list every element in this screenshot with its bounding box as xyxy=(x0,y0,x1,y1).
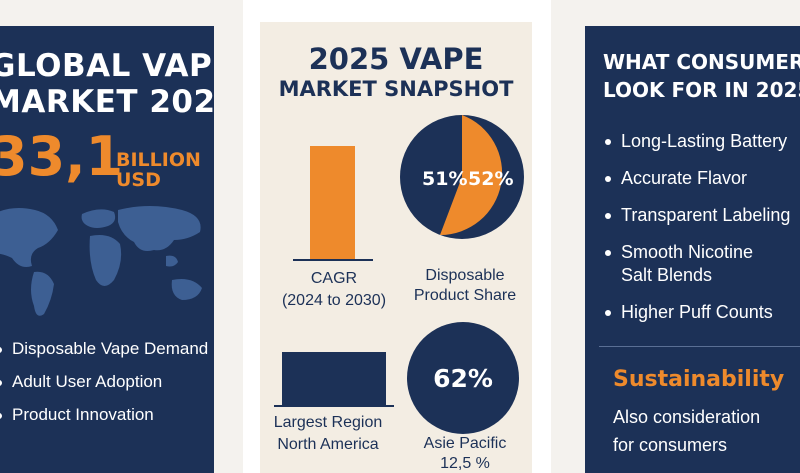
cagr-label: CAGR (2024 to 2030) xyxy=(281,270,387,309)
apac-label: Asie Pacific 12,5 % xyxy=(423,435,507,472)
consumer-preferences-panel: WHAT CONSUMERS LOOK FOR IN 2025 Long-Las… xyxy=(585,26,800,473)
bullet-icon xyxy=(0,412,2,419)
section-divider xyxy=(599,346,800,347)
sustainability-text: Also consideration for consumers xyxy=(613,407,761,455)
bullet-icon xyxy=(0,379,2,386)
market-title: GLOBAL VAPE MARKET 2025 xyxy=(0,48,214,120)
bullet-icon xyxy=(0,346,2,353)
list-item: Higher Puff Counts xyxy=(605,301,790,324)
snapshot-title-line1: 2025 VAPE xyxy=(308,42,484,76)
disposable-share-label: Disposable Product Share xyxy=(413,267,517,304)
pie-label-right: 52% xyxy=(468,168,513,190)
consumer-preferences-list: Long-Lasting Battery Accurate Flavor Tra… xyxy=(605,130,790,338)
list-item: Smooth Nicotine Salt Blends xyxy=(605,241,790,287)
region-bar xyxy=(282,352,386,405)
market-value: 33,1 xyxy=(0,125,124,188)
market-drivers-list: Disposable Vape Demand Adult User Adopti… xyxy=(0,338,208,437)
market-value-unit: BILLION USD xyxy=(116,149,201,191)
list-item: Accurate Flavor xyxy=(605,167,790,190)
apac-circle: 62% xyxy=(407,322,519,434)
pie-label-left: 51% xyxy=(422,168,467,190)
largest-region-label: Largest Region North America xyxy=(273,414,383,453)
region-bar-baseline xyxy=(274,405,394,407)
consumer-title: WHAT CONSUMERS LOOK FOR IN 2025 xyxy=(603,50,800,102)
bullet-icon xyxy=(605,310,611,316)
apac-value: 62% xyxy=(433,363,493,393)
list-item: Transparent Labeling xyxy=(605,204,790,227)
cagr-bar-baseline xyxy=(293,259,373,261)
list-item: Disposable Vape Demand xyxy=(0,338,208,360)
sustainability-title: Sustainability xyxy=(613,367,785,392)
list-item: Adult User Adoption xyxy=(0,371,208,393)
pie-slice-orange xyxy=(440,115,503,236)
disposable-share-pie: 51% 52% xyxy=(400,115,524,239)
world-map-icon xyxy=(0,206,202,316)
snapshot-card: 2025 VAPE MARKET SNAPSHOT CAGR (2024 to … xyxy=(260,22,532,473)
snapshot-title-line2: MARKET SNAPSHOT xyxy=(278,77,514,101)
cagr-bar xyxy=(310,146,355,259)
market-snapshot-panel: 2025 VAPE MARKET SNAPSHOT CAGR (2024 to … xyxy=(243,0,551,473)
bullet-icon xyxy=(605,213,611,219)
bullet-icon xyxy=(605,176,611,182)
list-item: Product Innovation xyxy=(0,404,208,426)
list-item: Long-Lasting Battery xyxy=(605,130,790,153)
market-overview-panel: GLOBAL VAPE MARKET 2025 33,1 BILLION USD… xyxy=(0,26,214,473)
bullet-icon xyxy=(605,250,611,256)
snapshot-title: 2025 VAPE MARKET SNAPSHOT xyxy=(260,42,532,102)
bullet-icon xyxy=(605,139,611,145)
